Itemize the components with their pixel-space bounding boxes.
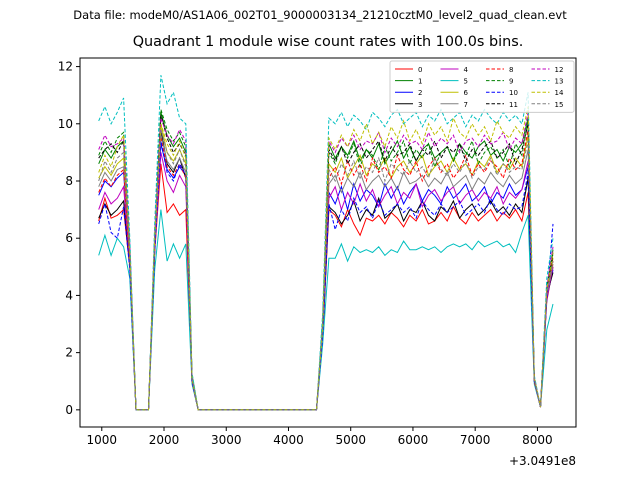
series-line-14: [98, 106, 554, 411]
legend-label-1: 1: [418, 78, 422, 86]
legend-label-8: 8: [509, 66, 513, 74]
plot-frame: [79, 57, 577, 428]
x-tick-label: 1000: [87, 433, 118, 447]
series-line-15: [98, 129, 554, 411]
series-layer: [98, 75, 554, 411]
x-tick-label: 5000: [335, 433, 366, 447]
legend-label-3: 3: [418, 101, 422, 109]
legend-label-2: 2: [418, 89, 422, 97]
series-line-5: [98, 209, 554, 411]
y-tick-label: 8: [65, 174, 73, 188]
series-line-8: [98, 129, 554, 411]
x-tick-label: 8000: [522, 433, 553, 447]
y-tick-label: 4: [65, 288, 73, 302]
y-tick-label: 6: [65, 231, 73, 245]
y-tick-label: 2: [65, 346, 73, 360]
legend-label-9: 9: [509, 78, 513, 86]
x-axis: 1000 2000 3000 4000 5000 6000 7000 8000: [87, 427, 553, 447]
x-offset-label: +3.0491e8: [509, 454, 576, 468]
legend-label-11: 11: [509, 101, 518, 109]
y-axis: 0 2 4 6 8 10 12: [58, 60, 80, 417]
legend-box: [389, 60, 575, 113]
figure-suptitle: Data file: modeM0/AS1A06_002T01_90000031…: [73, 8, 567, 22]
y-tick-label: 10: [58, 117, 73, 131]
series-line-13: [98, 75, 554, 411]
x-tick-label: 7000: [460, 433, 491, 447]
x-tick-label: 3000: [211, 433, 242, 447]
series-line-9: [98, 109, 554, 411]
y-tick-label: 12: [58, 60, 73, 74]
x-tick-label: 6000: [398, 433, 429, 447]
chart-title: Quadrant 1 module wise count rates with …: [132, 34, 524, 50]
y-tick-label: 0: [65, 403, 73, 417]
legend-label-15: 15: [555, 101, 564, 109]
legend-label-10: 10: [509, 89, 518, 97]
legend-label-13: 13: [555, 78, 564, 86]
x-tick-label: 4000: [273, 433, 304, 447]
x-tick-label: 2000: [149, 433, 180, 447]
legend-label-7: 7: [464, 101, 468, 109]
legend-label-4: 4: [464, 66, 469, 74]
legend-label-5: 5: [464, 78, 468, 86]
series-line-10: [98, 140, 554, 411]
legend-label-14: 14: [555, 89, 564, 97]
legend-label-0: 0: [418, 66, 422, 74]
legend-label-12: 12: [555, 66, 564, 74]
legend-label-6: 6: [464, 89, 469, 97]
